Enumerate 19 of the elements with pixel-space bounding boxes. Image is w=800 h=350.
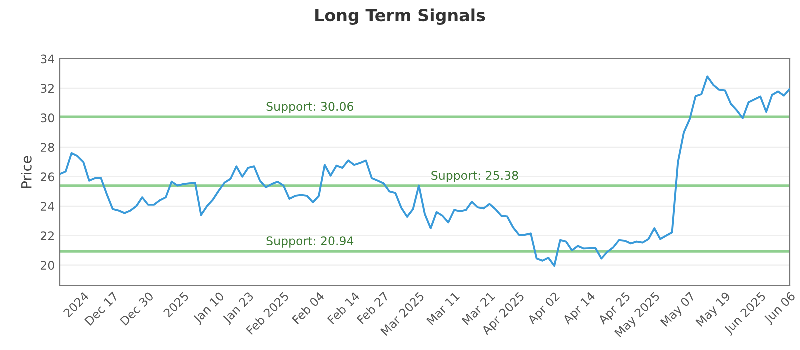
- y-tick-label: 30: [41, 114, 54, 123]
- x-tick-label: Mar 11: [426, 292, 460, 326]
- y-tick-label: 34: [41, 54, 54, 64]
- x-tick-label: Feb 04: [292, 291, 326, 325]
- y-tick-label: 20: [40, 261, 54, 270]
- ref-line-label: Support: 20.94: [266, 236, 354, 248]
- line-series: [60, 76, 790, 268]
- y-tick-label: 32: [41, 84, 54, 94]
- ref-line-label: Support: 25.38: [432, 171, 518, 182]
- chart-title: Long Term Signals: [316, 8, 486, 26]
- y-tick-label: 28: [40, 143, 54, 152]
- ref-line-label: Support: 30.06: [266, 102, 354, 114]
- x-tick-label: Dec 30: [120, 292, 154, 326]
- x-tick-label: Apr 02: [527, 292, 562, 327]
- y-tick-label: 26: [40, 172, 54, 182]
- x-tick-label: Apr 14: [562, 292, 598, 327]
- y-tick-label: 24: [40, 202, 54, 211]
- y-tick-label: 22: [40, 232, 54, 240]
- y-axis-title: Price: [21, 156, 32, 188]
